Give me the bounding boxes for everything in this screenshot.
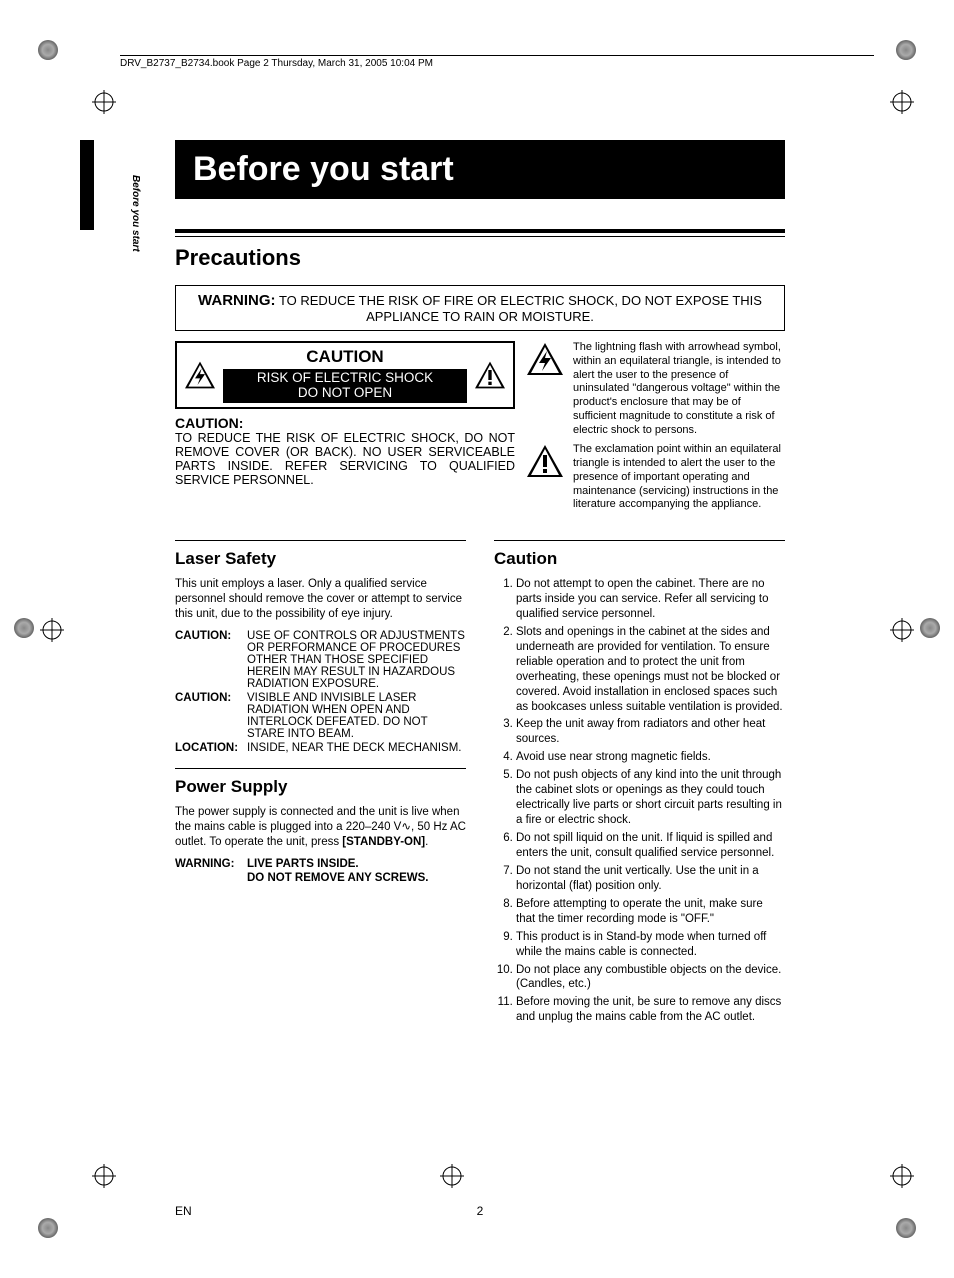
- definition-value: VISIBLE AND INVISIBLE LASER RADIATION WH…: [247, 692, 466, 740]
- definition-key: CAUTION:: [175, 692, 247, 740]
- corner-dot: [896, 40, 916, 60]
- caution-plate: CAUTION RISK OF ELECTRIC SHOCK DO NOT OP…: [175, 341, 515, 409]
- power-body-c: .: [425, 836, 428, 848]
- power-heading: Power Supply: [175, 777, 466, 797]
- laser-heading: Laser Safety: [175, 549, 466, 569]
- warning-text: TO REDUCE THE RISK OF FIRE OR ELECTRIC S…: [279, 293, 762, 324]
- page: DRV_B2737_B2734.book Page 2 Thursday, Ma…: [0, 0, 954, 1278]
- plate-risk-line1: RISK OF ELECTRIC SHOCK: [227, 371, 463, 386]
- page-title: Before you start: [175, 140, 785, 199]
- caution-left: CAUTION RISK OF ELECTRIC SHOCK DO NOT OP…: [175, 341, 515, 487]
- caution-text: CAUTION: TO REDUCE THE RISK OF ELECTRIC …: [175, 415, 515, 487]
- right-column: Caution Do not attempt to open the cabin…: [494, 540, 785, 1028]
- registration-mark-icon: [40, 618, 64, 642]
- rule: [494, 540, 785, 541]
- registration-mark-icon: [440, 1164, 464, 1188]
- caution-item: Keep the unit away from radiators and ot…: [516, 717, 785, 747]
- caution-body: TO REDUCE THE RISK OF ELECTRIC SHOCK, DO…: [175, 431, 515, 487]
- caution-list: Do not attempt to open the cabinet. Ther…: [494, 577, 785, 1025]
- definition-key: LOCATION:: [175, 742, 247, 754]
- side-label: Before you start: [130, 175, 141, 252]
- caution-label: CAUTION:: [175, 415, 243, 431]
- caution-item: This product is in Stand-by mode when tu…: [516, 930, 785, 960]
- rule: [175, 229, 785, 237]
- corner-dot: [896, 1218, 916, 1238]
- caution-item: Before attempting to operate the unit, m…: [516, 897, 785, 927]
- two-columns: Laser Safety This unit employs a laser. …: [175, 540, 785, 1028]
- caution-panel: CAUTION RISK OF ELECTRIC SHOCK DO NOT OP…: [175, 341, 785, 512]
- running-header: DRV_B2737_B2734.book Page 2 Thursday, Ma…: [120, 55, 874, 69]
- ac-symbol: ∿: [401, 821, 411, 833]
- registration-mark-icon: [92, 90, 116, 114]
- corner-dot: [38, 40, 58, 60]
- caution-item: Slots and openings in the cabinet at the…: [516, 625, 785, 715]
- power-body: The power supply is connected and the un…: [175, 805, 466, 850]
- caution-item: Do not place any combustible objects on …: [516, 963, 785, 993]
- plate-risk: RISK OF ELECTRIC SHOCK DO NOT OPEN: [223, 369, 467, 403]
- plate-mid: CAUTION RISK OF ELECTRIC SHOCK DO NOT OP…: [223, 347, 467, 403]
- excl-desc-row: The exclamation point within an equilate…: [525, 443, 785, 512]
- caution-item: Do not stand the unit vertically. Use th…: [516, 864, 785, 894]
- exclamation-triangle-icon: [473, 360, 507, 390]
- rule: [175, 768, 466, 769]
- side-tab: [80, 140, 94, 230]
- excl-desc: The exclamation point within an equilate…: [573, 443, 785, 512]
- warning-label: WARNING:: [198, 292, 276, 309]
- caution-item: Do not push objects of any kind into the…: [516, 768, 785, 828]
- corner-dot: [38, 1218, 58, 1238]
- caution-item: Do not attempt to open the cabinet. Ther…: [516, 577, 785, 622]
- page-number: 2: [477, 1204, 484, 1218]
- plate-caution: CAUTION: [223, 347, 467, 367]
- caution-item: Before moving the unit, be sure to remov…: [516, 995, 785, 1025]
- corner-dot: [920, 618, 940, 638]
- definition-value: INSIDE, NEAR THE DECK MECHANISM.: [247, 742, 466, 754]
- content: Before you start Precautions WARNING: TO…: [175, 140, 785, 1028]
- bolt-desc-row: The lightning flash with arrowhead symbo…: [525, 341, 785, 437]
- registration-mark-icon: [890, 1164, 914, 1188]
- footer-lang: EN: [175, 1204, 192, 1218]
- bolt-desc: The lightning flash with arrowhead symbo…: [573, 341, 785, 437]
- exclamation-triangle-icon: [525, 443, 565, 479]
- left-column: Laser Safety This unit employs a laser. …: [175, 540, 466, 1028]
- power-warn-label: WARNING:: [175, 858, 247, 870]
- power-warning: WARNING: LIVE PARTS INSIDE. DO NOT REMOV…: [175, 858, 466, 884]
- definition-value: USE OF CONTROLS OR ADJUSTMENTS OR PERFOR…: [247, 630, 466, 690]
- bolt-triangle-icon: [183, 360, 217, 390]
- definition-row: CAUTION:VISIBLE AND INVISIBLE LASER RADI…: [175, 692, 466, 740]
- laser-intro: This unit employs a laser. Only a qualif…: [175, 577, 466, 622]
- plate-risk-line2: DO NOT OPEN: [227, 386, 463, 401]
- registration-mark-icon: [92, 1164, 116, 1188]
- footer: EN 2: [175, 1204, 785, 1218]
- icon-descriptions: The lightning flash with arrowhead symbo…: [525, 341, 785, 512]
- caution-item: Avoid use near strong magnetic fields.: [516, 750, 785, 765]
- precautions-heading: Precautions: [175, 245, 785, 271]
- power-warn-1: LIVE PARTS INSIDE.: [247, 858, 466, 870]
- power-warn-2: DO NOT REMOVE ANY SCREWS.: [247, 872, 466, 884]
- warning-box: WARNING: TO REDUCE THE RISK OF FIRE OR E…: [175, 285, 785, 331]
- running-header-text: DRV_B2737_B2734.book Page 2 Thursday, Ma…: [120, 58, 433, 69]
- rule: [175, 540, 466, 541]
- laser-definitions: CAUTION:USE OF CONTROLS OR ADJUSTMENTS O…: [175, 630, 466, 754]
- corner-dot: [14, 618, 34, 638]
- caution-item: Do not spill liquid on the unit. If liqu…: [516, 831, 785, 861]
- definition-row: LOCATION:INSIDE, NEAR THE DECK MECHANISM…: [175, 742, 466, 754]
- registration-mark-icon: [890, 90, 914, 114]
- caution-heading: Caution: [494, 549, 785, 569]
- registration-mark-icon: [890, 618, 914, 642]
- bolt-triangle-icon: [525, 341, 565, 377]
- definition-key: CAUTION:: [175, 630, 247, 690]
- standby-label: [STANDBY-ON]: [342, 836, 425, 848]
- definition-row: CAUTION:USE OF CONTROLS OR ADJUSTMENTS O…: [175, 630, 466, 690]
